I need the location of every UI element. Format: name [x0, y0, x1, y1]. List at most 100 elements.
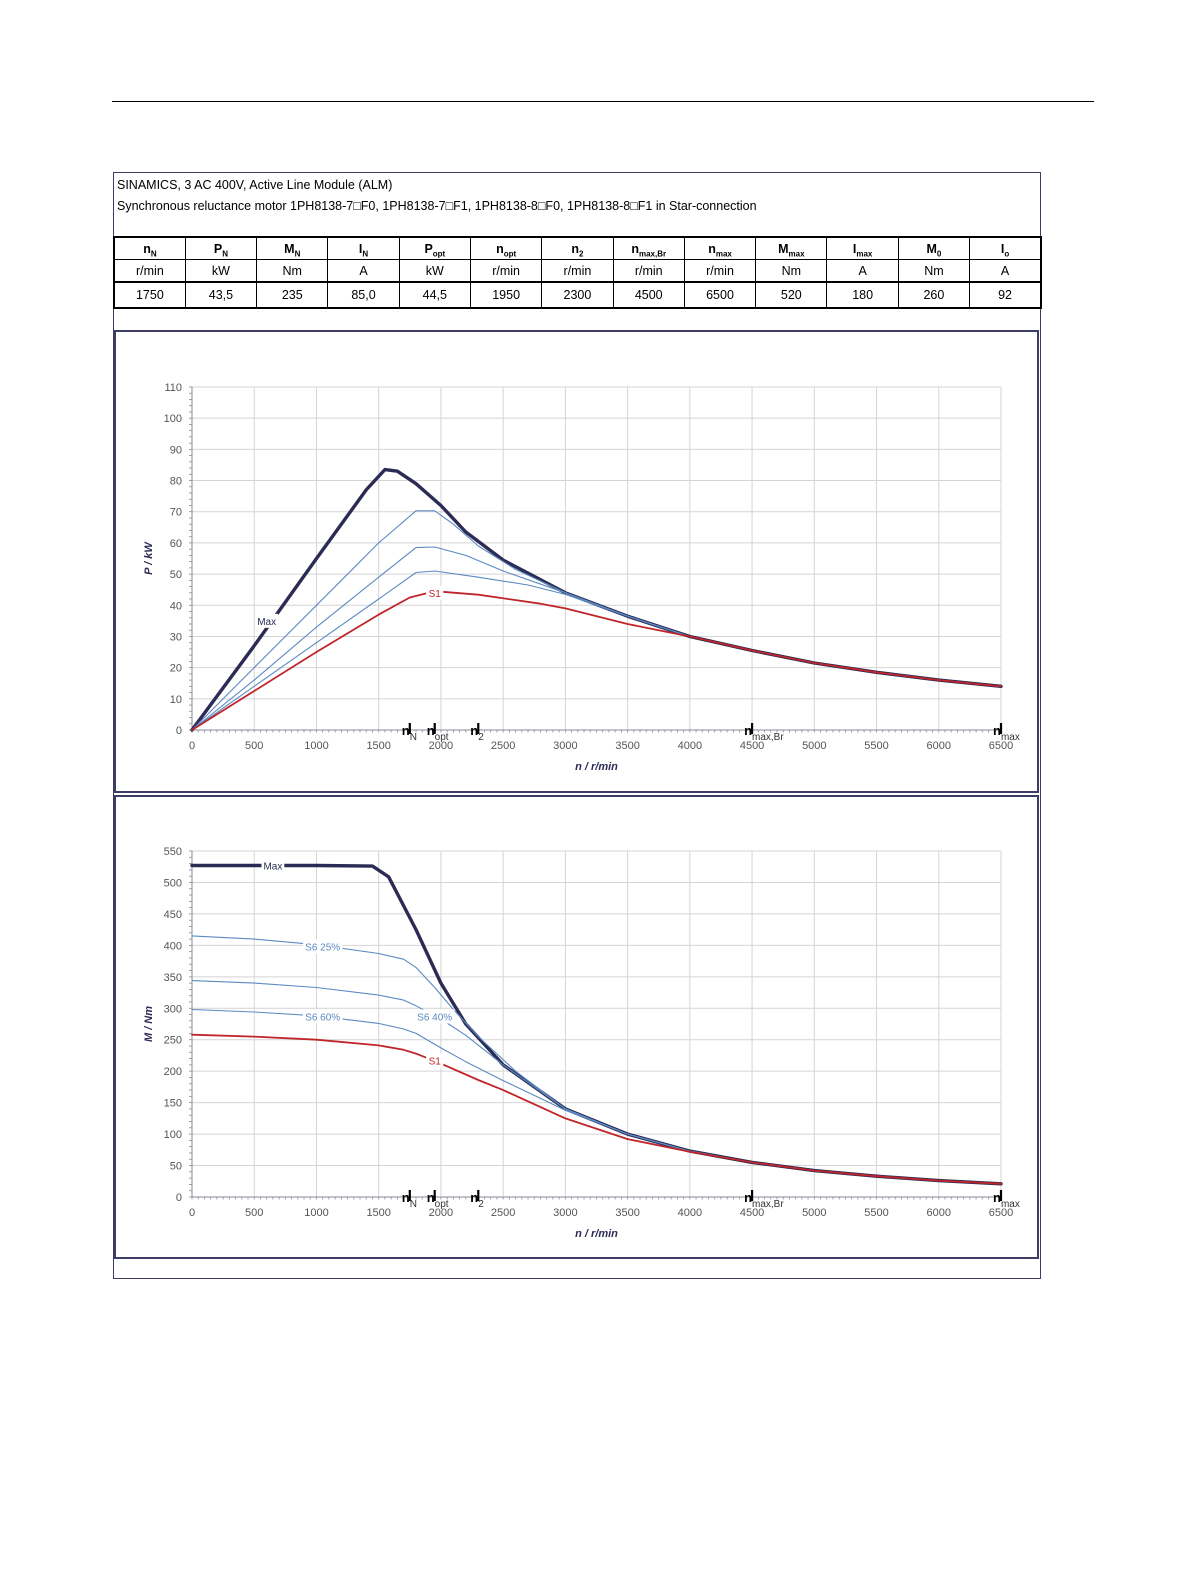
- parameter-table: nN PN MN IN Popt nopt n2 nmax,Br nmax Mm…: [112, 236, 1043, 309]
- series-label: Max: [257, 617, 276, 628]
- x-tick-label: 1500: [366, 740, 390, 752]
- y-tick-label: 200: [164, 1066, 182, 1078]
- param-name: nmax,Br: [612, 236, 685, 260]
- y-tick-label: 300: [164, 1003, 182, 1015]
- y-tick-label: 50: [170, 569, 182, 581]
- header-line-2: Synchronous reluctance motor 1PH8138-7□F…: [117, 199, 757, 213]
- x-tick-label: 6000: [927, 740, 951, 752]
- param-value-row: 1750 43,5 235 85,0 44,5 1950 2300 4500 6…: [112, 281, 1043, 309]
- x-tick-label: 500: [245, 740, 263, 752]
- header-line-1: SINAMICS, 3 AC 400V, Active Line Module …: [117, 178, 393, 192]
- param-name: Mmax: [755, 236, 828, 260]
- y-tick-label: 20: [170, 663, 182, 675]
- y-tick-label: 400: [164, 940, 182, 952]
- y-tick-label: 0: [176, 1192, 182, 1204]
- datasheet-frame: [113, 172, 1041, 1279]
- x-tick-label: 4000: [678, 1207, 702, 1219]
- series-label: S6 60%: [305, 1012, 340, 1023]
- param-name: M0: [897, 236, 971, 260]
- y-tick-label: 40: [170, 600, 182, 612]
- param-name-row: nN PN MN IN Popt nopt n2 nmax,Br nmax Mm…: [112, 236, 1043, 260]
- speed-marker-label: nN: [402, 1190, 417, 1210]
- param-value: 1950: [469, 281, 543, 309]
- x-tick-label: 1500: [366, 1207, 390, 1219]
- x-tick-label: 4500: [740, 1207, 764, 1219]
- param-unit: A: [327, 259, 400, 283]
- param-value: 92: [969, 281, 1043, 309]
- series-label: Max: [263, 861, 282, 872]
- x-tick-label: 6500: [989, 1207, 1013, 1219]
- param-name: PN: [184, 236, 258, 260]
- param-name: Popt: [398, 236, 471, 260]
- x-axis-title: n / r/min: [575, 1228, 618, 1240]
- speed-marker-label: nmax: [993, 723, 1020, 743]
- param-unit-row: r/min kW Nm A kW r/min r/min r/min r/min…: [112, 259, 1043, 283]
- x-tick-label: 0: [189, 740, 195, 752]
- y-tick-label: 60: [170, 538, 182, 550]
- series-line: [191, 570, 1002, 731]
- speed-marker-label: nmax,Br: [744, 723, 784, 743]
- param-unit: A: [969, 259, 1043, 283]
- x-tick-label: 1000: [304, 1207, 328, 1219]
- param-value: 6500: [683, 281, 757, 309]
- speed-marker-label: nopt: [427, 723, 449, 743]
- x-tick-label: 1000: [304, 740, 328, 752]
- x-tick-label: 2000: [429, 740, 453, 752]
- x-tick-label: 2500: [491, 1207, 515, 1219]
- series-label-bg: [426, 1053, 444, 1068]
- x-tick-label: 3500: [615, 1207, 639, 1219]
- param-unit: r/min: [112, 259, 186, 283]
- param-name: n2: [541, 236, 614, 260]
- param-value: 235: [256, 281, 329, 309]
- speed-marker-label: nN: [402, 723, 417, 743]
- param-value: 4500: [612, 281, 685, 309]
- param-name: nN: [112, 236, 186, 260]
- y-tick-label: 550: [164, 846, 182, 858]
- speed-marker-label: nmax,Br: [744, 1190, 784, 1210]
- x-tick-label: 2500: [491, 740, 515, 752]
- y-tick-label: 250: [164, 1035, 182, 1047]
- x-tick-label: 3000: [553, 740, 577, 752]
- param-name: Imax: [826, 236, 899, 260]
- x-tick-label: 5500: [864, 740, 888, 752]
- series-label: S1: [429, 589, 442, 600]
- speed-marker-label: n2: [470, 1190, 484, 1210]
- y-tick-label: 110: [164, 382, 182, 394]
- y-tick-label: 80: [170, 476, 182, 488]
- series-line: [191, 1033, 1002, 1185]
- x-axis-title: n / r/min: [575, 761, 618, 773]
- y-tick-label: 150: [164, 1098, 182, 1110]
- series-line: [190, 863, 1003, 1186]
- series-line: [191, 935, 1002, 1185]
- param-unit: kW: [184, 259, 258, 283]
- power-chart: 0 10 20 30 40 50 60 70 80 90 100 110 0 500 1000 1500 200…: [143, 382, 1020, 773]
- param-unit: r/min: [612, 259, 685, 283]
- y-tick-label: 50: [170, 1161, 182, 1173]
- speed-marker-label: n2: [470, 723, 484, 743]
- param-name: MN: [256, 236, 329, 260]
- y-tick-label: 450: [164, 909, 182, 921]
- series-line: [191, 1008, 1002, 1185]
- speed-marker-label: nmax: [993, 1190, 1020, 1210]
- y-tick-label: 500: [164, 877, 182, 889]
- y-tick-label: 90: [170, 444, 182, 456]
- param-name: IN: [327, 236, 400, 260]
- param-unit: kW: [398, 259, 471, 283]
- param-value: 43,5: [184, 281, 258, 309]
- param-name: nopt: [469, 236, 543, 260]
- y-tick-label: 100: [164, 1129, 182, 1141]
- param-unit: r/min: [683, 259, 757, 283]
- series-label-bg: [261, 858, 285, 873]
- x-tick-label: 5000: [802, 1207, 826, 1219]
- power-chart-panel: 0 10 20 30 40 50 60 70 80 90 100 110 0 500 1000 1500 200…: [114, 330, 1039, 793]
- y-tick-label: 30: [170, 631, 182, 643]
- param-unit: Nm: [755, 259, 828, 283]
- x-tick-label: 4000: [678, 740, 702, 752]
- series-line: [191, 510, 1002, 731]
- param-name: nmax: [683, 236, 757, 260]
- y-axis-title: P / kW: [143, 541, 155, 575]
- param-value: 2300: [541, 281, 614, 309]
- series-line: [190, 467, 1003, 732]
- y-axis-title: M / Nm: [143, 1006, 155, 1042]
